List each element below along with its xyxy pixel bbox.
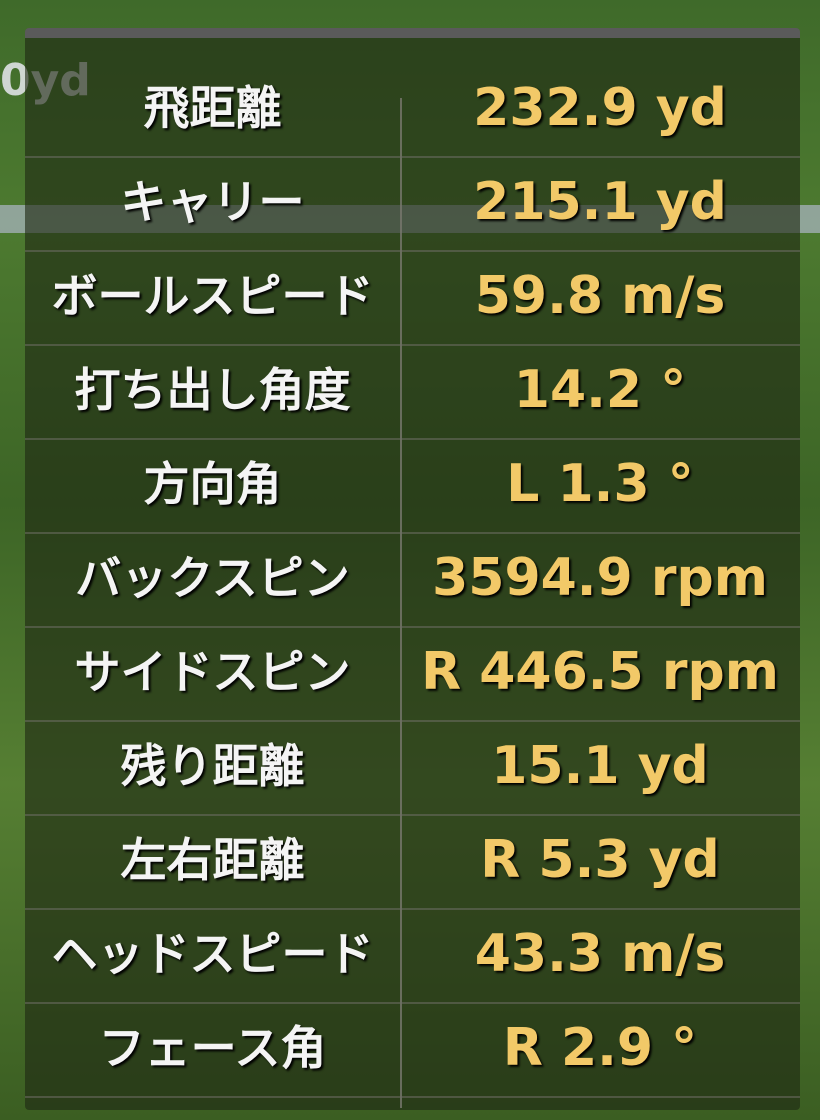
row-label: フェース角 [98,1021,327,1075]
data-row: ヘッドスピード 43.3 m/s [25,906,800,1004]
row-value: 232.9 yd [473,78,727,138]
data-row: 残り距離 15.1 yd [25,718,800,816]
data-row: フェース角 R 2.9 ° [25,1000,800,1098]
row-value: 14.2 ° [513,360,687,420]
row-value: 3594.9 rpm [432,548,768,608]
row-label: サイドスピン [74,645,351,699]
column-divider [400,98,402,1108]
row-value: R 2.9 ° [502,1018,698,1078]
row-label: バックスピン [75,551,350,605]
row-label: 飛距離 [143,81,282,135]
row-label: キャリー [120,175,305,229]
row-label: 方向角 [143,457,282,511]
data-row: 左右距離 R 5.3 yd [25,812,800,910]
data-row: 打ち出し角度 14.2 ° [25,342,800,440]
row-value: L 1.3 ° [506,454,694,514]
row-value: 215.1 yd [473,172,727,232]
row-label: ボールスピード [51,269,374,323]
row-label: 左右距離 [120,833,305,887]
data-row: サイドスピン R 446.5 rpm [25,624,800,722]
data-row: ボールスピード 59.8 m/s [25,248,800,346]
row-label: ヘッドスピード [51,927,374,981]
data-row: キャリー 215.1 yd [25,154,800,252]
row-value: R 5.3 yd [480,830,720,890]
row-value: 43.3 m/s [474,924,726,984]
row-label: 打ち出し角度 [74,363,351,417]
row-value: R 446.5 rpm [421,642,779,702]
data-row: 方向角 L 1.3 ° [25,436,800,534]
row-value: 59.8 m/s [474,266,726,326]
data-row: 飛距離 232.9 yd [25,60,800,158]
row-label: 残り距離 [120,739,305,793]
shot-data-panel: 飛距離 232.9 yd キャリー 215.1 yd ボールスピード 59.8 m/s 打ち… [25,28,800,1110]
row-value: 15.1 yd [491,736,709,796]
data-row: バックスピン 3594.9 rpm [25,530,800,628]
